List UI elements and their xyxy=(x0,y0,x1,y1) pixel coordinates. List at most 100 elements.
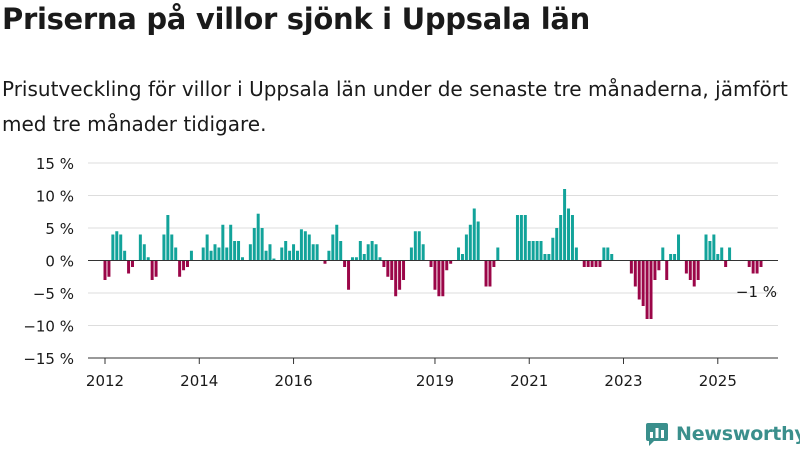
y-tick-label: 10 % xyxy=(36,188,74,206)
bar-positive xyxy=(213,244,217,261)
bar-positive xyxy=(119,234,123,261)
x-tick-label: 2012 xyxy=(86,372,124,390)
bar-positive xyxy=(535,241,539,261)
bar-negative xyxy=(759,260,763,267)
bar-negative xyxy=(484,260,488,287)
bar-positive xyxy=(523,215,527,261)
bar-negative xyxy=(633,260,637,287)
bar-positive xyxy=(539,241,543,261)
bar-positive xyxy=(115,231,119,261)
logo-text: Newsworthy xyxy=(676,423,800,445)
bar-positive xyxy=(225,247,229,261)
bar-positive xyxy=(240,257,244,261)
bar-negative xyxy=(390,260,394,280)
bar-positive xyxy=(563,189,567,261)
bar-positive xyxy=(457,247,461,261)
bar-negative xyxy=(154,260,158,277)
newsworthy-logo: Newsworthy xyxy=(644,421,800,447)
bar-positive xyxy=(284,241,288,261)
x-tick-label: 2014 xyxy=(180,372,218,390)
bar-positive xyxy=(335,224,339,261)
bar-positive xyxy=(374,244,378,261)
bar-positive xyxy=(661,247,665,261)
bar-positive xyxy=(303,231,307,261)
chart-subtitle: Prisutveckling för villor i Uppsala län … xyxy=(2,77,788,136)
bar-negative xyxy=(343,260,347,267)
bar-positive xyxy=(559,215,563,261)
bar-negative xyxy=(386,260,390,277)
bar-negative xyxy=(107,260,111,277)
bar-negative xyxy=(433,260,437,290)
bar-positive xyxy=(142,244,146,261)
bar-negative xyxy=(437,260,441,297)
bar-negative xyxy=(649,260,653,319)
bar-positive xyxy=(288,250,292,261)
bar-negative xyxy=(657,260,661,271)
bar-negative xyxy=(488,260,492,287)
bar-positive xyxy=(315,244,319,261)
bar-positive xyxy=(409,247,413,261)
y-tick-label: 15 % xyxy=(36,155,74,173)
y-tick-label: −10 % xyxy=(23,318,74,336)
bar-positive xyxy=(610,254,614,261)
bar-negative xyxy=(598,260,602,267)
bar-positive xyxy=(527,241,531,261)
bar-positive xyxy=(123,250,127,261)
y-tick-label: 0 % xyxy=(45,253,74,271)
bar-negative xyxy=(645,260,649,319)
bar-positive xyxy=(252,228,256,261)
x-tick-label: 2016 xyxy=(274,372,312,390)
bar-negative xyxy=(150,260,154,280)
bar-positive xyxy=(677,234,681,261)
bar-positive xyxy=(311,244,315,261)
bar-negative xyxy=(641,260,645,306)
bar-positive xyxy=(362,254,366,261)
bar-positive xyxy=(366,244,370,261)
bar-positive xyxy=(413,231,417,261)
bar-negative xyxy=(382,260,386,267)
bar-positive xyxy=(299,229,303,261)
bar-negative xyxy=(178,260,182,277)
bar-positive xyxy=(464,234,468,261)
x-tick-label: 2021 xyxy=(510,372,548,390)
bar-negative xyxy=(131,260,134,267)
bar-positive xyxy=(162,234,166,261)
bar-negative xyxy=(629,260,633,274)
bar-negative xyxy=(347,260,351,290)
bar-positive xyxy=(720,247,724,261)
x-tick-label: 2023 xyxy=(604,372,642,390)
bar-positive xyxy=(272,258,276,261)
bar-positive xyxy=(515,215,519,261)
bar-positive xyxy=(728,247,732,261)
bar-positive xyxy=(350,257,354,261)
bar-positive xyxy=(712,234,716,261)
bar-positive xyxy=(217,247,221,261)
bar-positive xyxy=(547,254,551,261)
bar-negative xyxy=(653,260,657,280)
bar-positive xyxy=(280,247,284,261)
bar-positive xyxy=(574,247,578,261)
bar-positive xyxy=(543,254,547,261)
bar-positive xyxy=(268,244,272,261)
x-tick-label: 2025 xyxy=(699,372,737,390)
bar-negative xyxy=(637,260,641,300)
bar-chart-logo-icon xyxy=(646,423,668,446)
bar-positive xyxy=(166,215,170,261)
bar-positive xyxy=(708,241,712,261)
bar-positive xyxy=(496,247,500,261)
bar-negative xyxy=(492,260,496,267)
bar-positive xyxy=(339,241,343,261)
bar-negative xyxy=(127,260,131,274)
bar-negative xyxy=(402,260,406,280)
bar-negative xyxy=(755,260,759,274)
bar-positive xyxy=(201,247,205,261)
y-tick-label: 5 % xyxy=(45,220,74,238)
bar-positive xyxy=(606,247,610,261)
bar-negative xyxy=(582,260,586,267)
bar-positive xyxy=(358,241,362,261)
bar-positive xyxy=(555,228,559,261)
bar-positive xyxy=(327,250,331,261)
bar-positive xyxy=(174,247,178,261)
bar-positive xyxy=(295,250,299,261)
bar-positive xyxy=(233,241,237,261)
